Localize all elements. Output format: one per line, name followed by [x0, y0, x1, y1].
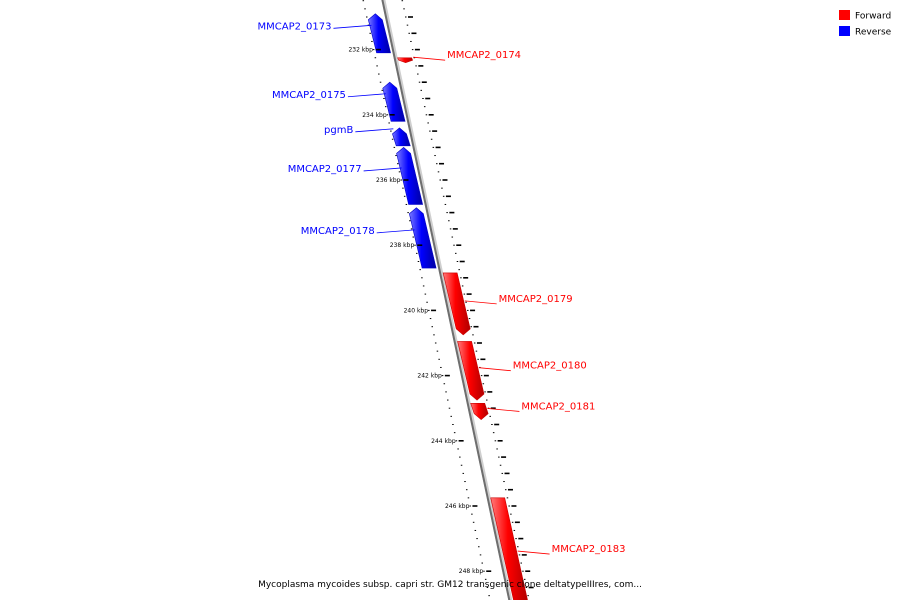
legend: Forward Reverse	[839, 10, 892, 38]
legend-reverse-swatch	[839, 26, 850, 36]
kbp-label: 246 kbp	[445, 503, 470, 510]
gene-label-pgmb: pgmB	[324, 125, 353, 136]
gene-label-mmcap2_0179: MMCAP2_0179	[499, 294, 573, 305]
gene-label-mmcap2_0173: MMCAP2_0173	[258, 21, 332, 32]
major-tick-marks	[408, 16, 534, 589]
kbp-labels: 232 kbp 234 kbp 236 kbp 238 kbp 240 kbp 242 k…	[348, 47, 492, 575]
leader-line	[376, 229, 415, 234]
gene-label-mmcap2_0174: MMCAP2_0174	[447, 50, 521, 61]
gene-label-mmcap2_0181: MMCAP2_0181	[521, 401, 595, 412]
leader-line	[464, 300, 497, 305]
kbp-label: 238 kbp	[390, 242, 415, 249]
legend-reverse-label: Reverse	[855, 28, 892, 38]
gene-label-mmcap2_0177: MMCAP2_0177	[288, 164, 362, 175]
label-leader-lines	[333, 24, 550, 555]
gene-labels: MMCAP2_0173 MMCAP2_0174 MMCAP2_0175 pgmB MMC…	[258, 21, 626, 555]
gene-mmcap2_0174-feature	[397, 57, 414, 63]
kbp-label: 244 kbp	[431, 438, 456, 445]
leader-line	[478, 367, 511, 372]
kbp-label: 248 kbp	[459, 568, 484, 575]
gene-mmcap2_0179-feature	[442, 272, 471, 336]
gene-label-mmcap2_0183: MMCAP2_0183	[552, 544, 626, 555]
gene-label-mmcap2_0180: MMCAP2_0180	[513, 361, 587, 372]
gene-pgmb-feature	[392, 127, 411, 147]
gene-mmcap2_0183-feature	[490, 497, 528, 600]
kbp-label: 236 kbp	[376, 177, 401, 184]
gene-features	[367, 13, 528, 600]
gene-label-mmcap2_0178: MMCAP2_0178	[301, 226, 375, 237]
leader-line	[355, 128, 394, 133]
gene-mmcap2_0177-feature	[396, 147, 424, 205]
gene-mmcap2_0175-feature	[382, 81, 406, 122]
gene-mmcap2_0178-feature	[409, 207, 437, 269]
kbp-label: 240 kbp	[404, 307, 429, 314]
leader-line	[413, 56, 446, 61]
gene-mmcap2_0181-feature	[470, 403, 489, 421]
axis-line	[381, 0, 511, 600]
legend-forward-swatch	[839, 10, 850, 20]
genome-axis	[381, 0, 513, 600]
legend-forward-label: Forward	[855, 12, 891, 22]
leader-line	[333, 24, 372, 29]
kbp-label: 232 kbp	[348, 47, 373, 54]
map-caption: Mycoplasma mycoides subsp. capri str. GM…	[258, 580, 642, 590]
leader-line	[347, 93, 386, 98]
gene-mmcap2_0173-feature	[367, 13, 391, 54]
minor-tick-marks	[362, 0, 529, 597]
kbp-label: 242 kbp	[417, 373, 442, 380]
gene-label-mmcap2_0175: MMCAP2_0175	[272, 90, 346, 101]
leader-line	[487, 408, 520, 412]
gene-mmcap2_0180-feature	[457, 341, 485, 401]
leader-line	[363, 167, 402, 172]
kbp-label: 234 kbp	[362, 112, 387, 119]
leader-line	[517, 550, 550, 555]
